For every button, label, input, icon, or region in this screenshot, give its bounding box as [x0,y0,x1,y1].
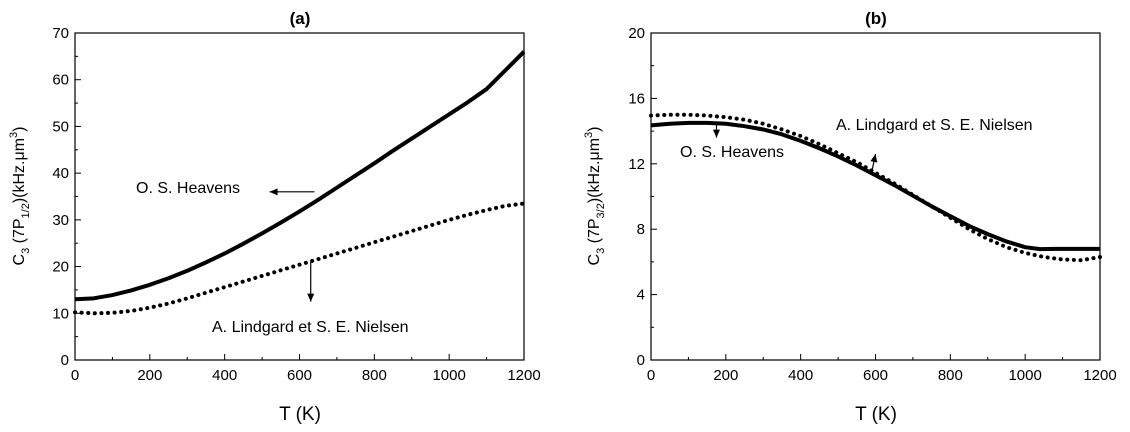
panel-b-xtick-label: 1000 [1008,367,1041,384]
panel-b-series-a-lindgard-et-s-e-nielsen [649,112,1102,263]
panel-b-ylabel: C3 (7P3/2)(kHz.μm3) [583,127,607,266]
panel-b-ytick-label: 20 [628,25,645,42]
panel-a-xlabel: T (K) [279,404,321,425]
panel-b-xlabel: T (K) [855,404,897,425]
panel-b-ytick-label: 16 [628,90,645,107]
panel-a-xtick-label: 1200 [507,367,540,384]
panel-a-ytick-label: 50 [52,118,69,135]
panel-a-xtick-label: 1000 [432,367,465,384]
panel-a-annotations: O. S. Heavens A. Lindgard et S. E. Niels… [136,180,409,336]
panel-a-xtick-label: 400 [212,367,237,384]
panel-a-xtick-label: 800 [362,367,387,384]
panel-b-axes: 0 200 400 600 800 1000 1200 0 4 8 12 16 20 [628,25,1116,384]
panel-a-ytick-label: 70 [52,25,69,42]
panel-b-series-o-s-heavens [650,120,1100,252]
panel-a-series-o-s-heavens [74,50,526,302]
panel-b-xtick-label: 800 [938,367,963,384]
panel-b-title: (b) [865,9,887,28]
panel-a-ytick-label: 20 [52,259,69,276]
panel-b-ytick-label: 4 [637,287,645,304]
panel-a-series [73,50,526,316]
panel-b-xtick-label: 600 [863,367,888,384]
panel-a-xtick-label: 0 [71,367,79,384]
panel-b: (b) 0 200 400 600 800 1000 1200 0 4 8 12 16 20 O. S.… [583,9,1117,425]
panel-b-xtick-label: 200 [713,367,738,384]
panel-a-ytick-label: 10 [52,305,69,322]
panel-b-annotations: O. S. Heavens A. Lindgard et S. E. Niels… [680,117,1033,173]
annotation-lindgard-b: A. Lindgard et S. E. Nielsen [836,117,1033,134]
panel-a-ytick-label: 40 [52,165,69,182]
panel-a-series-a-lindgard-et-s-e-nielsen [73,201,526,316]
annotation-heavens-b: O. S. Heavens [680,144,784,161]
panel-b-frame [650,32,1101,361]
panel-b-series [649,112,1102,263]
panel-a-axes: 0 200 400 600 800 1000 1200 0 10 20 30 40 50 60 70 [52,25,540,384]
panel-b-xtick-label: 0 [647,367,655,384]
panel-b-ytick-label: 0 [637,352,645,369]
panel-a-title: (a) [290,9,311,28]
panel-b-ytick-label: 12 [628,156,645,173]
panel-a-ytick-label: 60 [52,72,69,89]
panel-a-ytick-label: 0 [61,352,69,369]
panel-a-ylabel: C3 (7P1/2)(kHz.μm3) [8,127,32,266]
panel-a: (a) 0 200 400 600 800 1000 1200 0 10 20 30 40 50 60 70… [8,9,541,425]
annotation-lindgard-a: A. Lindgard et S. E. Nielsen [212,319,409,336]
panel-a-annotation-arrowhead [307,293,315,302]
panel-b-annotation-arrowhead [870,153,878,163]
panel-a-xtick-label: 600 [287,367,312,384]
panel-a-xtick-label: 200 [137,367,162,384]
panel-b-xtick-label: 1200 [1083,367,1116,384]
panel-b-xtick-label: 400 [788,367,813,384]
annotation-heavens-a: O. S. Heavens [136,180,240,197]
panel-b-ytick-label: 8 [637,221,645,238]
panel-a-ytick-label: 30 [52,212,69,229]
panel-b-annotation-arrowhead [712,129,720,138]
panel-a-annotation-arrowhead [269,188,278,196]
